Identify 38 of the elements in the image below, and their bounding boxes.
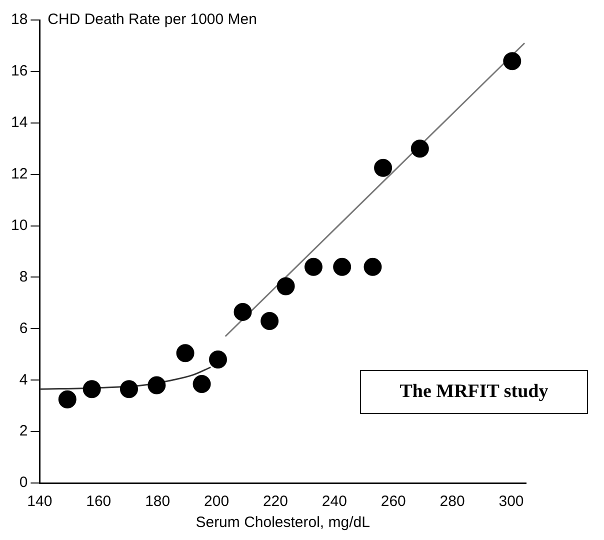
y-tick-label: 18 bbox=[10, 11, 28, 28]
y-axis-title: CHD Death Rate per 1000 Men bbox=[48, 11, 257, 28]
point bbox=[304, 258, 322, 276]
y-tick-label: 4 bbox=[19, 371, 28, 388]
point bbox=[120, 380, 138, 398]
point bbox=[148, 376, 166, 394]
y-tick-label: 14 bbox=[10, 114, 28, 132]
y-tick-label: 12 bbox=[10, 165, 28, 182]
point bbox=[82, 380, 101, 398]
y-tick-label: 6 bbox=[19, 320, 28, 337]
y-tick-label: 2 bbox=[19, 422, 28, 440]
point bbox=[374, 158, 392, 177]
point bbox=[276, 277, 295, 296]
point bbox=[234, 302, 252, 321]
x-tick-label: 140 bbox=[27, 493, 52, 510]
y-tick-label: 8 bbox=[19, 268, 28, 286]
point bbox=[333, 258, 352, 276]
point bbox=[260, 312, 279, 330]
point bbox=[192, 374, 211, 393]
x-tick-label: 160 bbox=[86, 493, 112, 510]
x-tick-label: 180 bbox=[145, 493, 170, 510]
x-tick-label: 220 bbox=[262, 493, 288, 510]
point bbox=[364, 258, 382, 276]
y-tick-label: 16 bbox=[10, 62, 28, 80]
x-tick-label: 260 bbox=[380, 493, 406, 510]
point bbox=[176, 344, 194, 362]
x-tick-label: 280 bbox=[440, 493, 465, 510]
y-tick-label: 10 bbox=[10, 216, 28, 234]
point bbox=[503, 52, 522, 70]
x-tick-label: 200 bbox=[204, 493, 230, 510]
annotation: The MRFIT study bbox=[360, 370, 588, 414]
x-axis-title: Serum Cholesterol, mg/dL bbox=[196, 514, 370, 532]
x-tick-label: 300 bbox=[498, 493, 524, 510]
y-tick-label: 0 bbox=[19, 474, 28, 492]
x-tick-label: 240 bbox=[322, 493, 347, 510]
point bbox=[58, 390, 76, 408]
point bbox=[209, 350, 227, 369]
point bbox=[410, 140, 429, 158]
